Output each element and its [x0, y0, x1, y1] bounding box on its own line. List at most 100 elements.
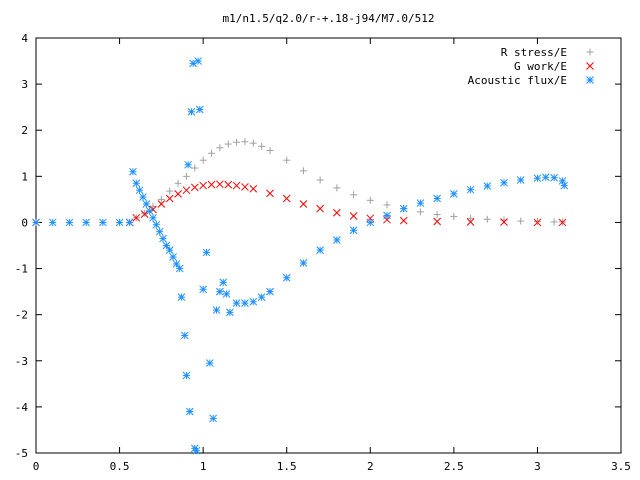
data-point	[195, 105, 204, 114]
data-point	[258, 142, 266, 150]
data-point	[316, 176, 324, 184]
data-marks	[32, 57, 569, 455]
data-point	[208, 149, 215, 157]
data-point	[249, 139, 257, 147]
data-point	[416, 208, 424, 216]
data-point	[517, 217, 525, 225]
data-point	[433, 217, 441, 226]
data-point	[366, 218, 375, 227]
data-point	[216, 144, 224, 152]
x-tick-label: 2	[367, 460, 374, 473]
data-point	[125, 218, 134, 227]
series-0	[32, 138, 566, 226]
data-point	[216, 287, 224, 296]
data-point	[350, 191, 358, 199]
data-point	[450, 190, 458, 198]
data-point	[82, 218, 90, 227]
data-point	[149, 213, 157, 222]
data-point	[99, 218, 107, 227]
data-point	[194, 57, 202, 65]
data-point	[190, 183, 199, 192]
x-tick-label: 1	[200, 460, 207, 473]
data-point	[199, 285, 207, 294]
data-point	[241, 183, 249, 191]
data-point	[500, 178, 508, 187]
data-point	[172, 260, 181, 268]
data-point	[366, 196, 374, 204]
x-tick-label: 0	[33, 460, 40, 473]
data-point	[145, 207, 154, 215]
data-point	[222, 290, 231, 298]
x-tick-label: 2.5	[444, 460, 464, 473]
data-point	[299, 167, 307, 175]
data-point	[266, 287, 274, 296]
data-point	[333, 184, 341, 192]
data-point	[316, 246, 324, 254]
data-point	[157, 200, 166, 208]
y-tick-label: -2	[15, 309, 28, 322]
y-tick-label: -3	[15, 355, 28, 368]
data-point	[333, 236, 341, 244]
data-point	[140, 210, 149, 218]
legend-marker	[586, 62, 594, 70]
data-point	[165, 246, 174, 254]
data-point	[466, 218, 475, 226]
y-tick-label: 2	[21, 124, 28, 137]
data-point	[182, 371, 191, 380]
data-point	[139, 193, 147, 201]
data-point	[316, 204, 324, 213]
data-point	[483, 215, 491, 223]
data-point	[166, 187, 174, 195]
data-point	[185, 407, 194, 416]
data-point	[175, 264, 184, 273]
data-point	[191, 164, 199, 172]
y-tick-label: 3	[21, 78, 28, 91]
data-point	[383, 201, 391, 209]
legend-marker	[586, 76, 594, 84]
data-point	[187, 107, 196, 116]
data-point	[541, 173, 550, 182]
data-point	[135, 186, 144, 195]
data-point	[232, 299, 241, 307]
data-point	[249, 297, 258, 306]
data-point	[399, 204, 408, 213]
data-point	[226, 308, 234, 317]
data-point	[207, 180, 216, 189]
data-point	[516, 176, 525, 184]
data-point	[199, 181, 207, 190]
data-point	[165, 194, 174, 203]
data-point	[129, 167, 137, 176]
data-point	[283, 156, 291, 164]
data-point	[182, 186, 191, 195]
data-point	[177, 293, 186, 301]
data-point	[241, 138, 249, 146]
data-point	[560, 181, 569, 190]
y-tick-label: -4	[15, 401, 29, 414]
data-point	[483, 182, 492, 190]
data-point	[180, 331, 189, 340]
x-tick-label: 1.5	[277, 460, 297, 473]
data-point	[192, 446, 201, 455]
data-point	[202, 248, 211, 257]
legend-label: R stress/E	[501, 46, 567, 59]
y-tick-label: 0	[21, 216, 28, 229]
data-point	[212, 306, 221, 314]
data-point	[199, 156, 207, 164]
data-point	[159, 234, 167, 243]
legend-marker	[586, 48, 594, 56]
data-point	[224, 140, 232, 148]
data-point	[182, 172, 190, 180]
y-tick-label: 1	[21, 170, 28, 183]
data-point	[383, 211, 391, 220]
data-point	[533, 218, 541, 226]
data-point	[333, 208, 341, 217]
x-tick-label: 0.5	[110, 460, 130, 473]
y-tick-label: -5	[15, 447, 28, 460]
data-point	[65, 218, 74, 227]
data-point	[533, 218, 542, 227]
data-point	[32, 218, 40, 227]
data-point	[282, 273, 291, 282]
data-point	[550, 173, 558, 182]
data-point	[500, 218, 508, 226]
